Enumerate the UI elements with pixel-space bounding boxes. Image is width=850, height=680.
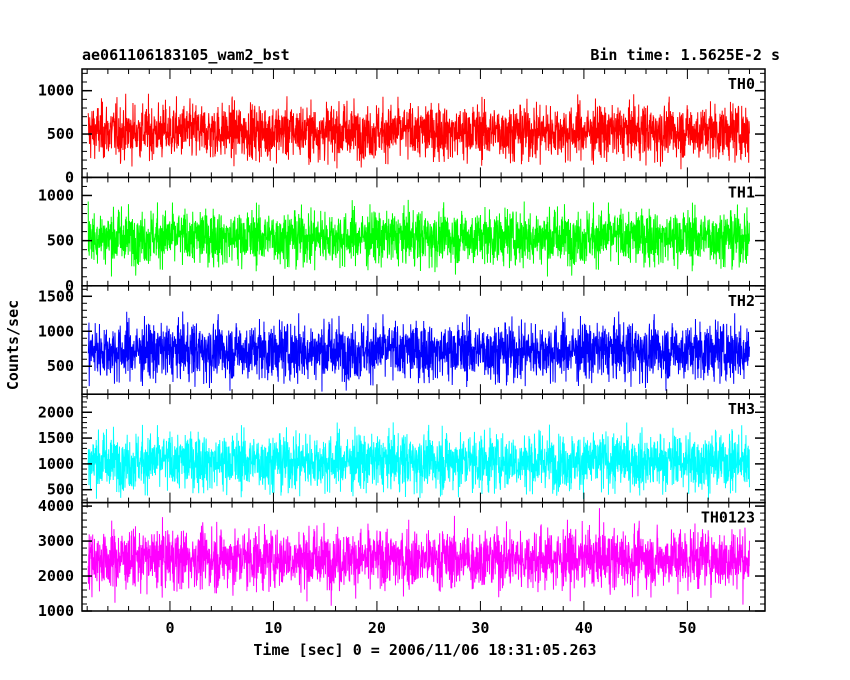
y-tick-label: 500 — [47, 125, 74, 143]
y-tick-label: 1000 — [38, 322, 74, 340]
panel-label: TH3 — [728, 400, 755, 418]
panel-th1: 0 500 1000 TH1 — [38, 176, 766, 295]
panel-th2: 500 1000 1500 TH2 — [38, 285, 766, 395]
x-tick-label: 30 — [471, 619, 489, 637]
panel-label: TH1 — [728, 183, 755, 201]
y-tick-label: 0 — [65, 168, 74, 186]
y-tick-label: 500 — [47, 357, 74, 375]
panel-th0123: 1000 2000 3000 4000 TH0123 — [38, 497, 766, 620]
panel-th3: 500 1000 1500 2000 TH3 — [38, 393, 766, 504]
series-th2 — [87, 311, 750, 392]
y-tick-label: 1500 — [38, 429, 74, 447]
y-tick-label: 1000 — [38, 82, 74, 100]
x-tick-label: 10 — [264, 619, 282, 637]
panel-frame — [81, 501, 766, 612]
panel-label: TH2 — [728, 292, 755, 310]
y-tick-label: 2000 — [38, 567, 74, 585]
y-tick-label: 0 — [65, 277, 74, 295]
y-tick-label: 4000 — [38, 497, 74, 515]
x-tick-label: 50 — [678, 619, 696, 637]
bin-time-label: Bin time: 1.5625E-2 s — [590, 46, 780, 64]
y-tick-label: 1500 — [38, 287, 74, 305]
y-tick-label: 1000 — [38, 455, 74, 473]
panel-label: TH0 — [728, 75, 755, 93]
series-th3 — [87, 422, 750, 500]
x-tick-label: 20 — [368, 619, 386, 637]
y-tick-label: 1000 — [38, 602, 74, 620]
y-tick-label: 1000 — [38, 186, 74, 204]
panel-label: TH0123 — [701, 509, 755, 527]
y-tick-label: 500 — [47, 481, 74, 499]
y-tick-label: 3000 — [38, 532, 74, 550]
x-tick-label: 0 — [165, 619, 174, 637]
y-tick-label: 2000 — [38, 403, 74, 421]
y-tick-label: 500 — [47, 232, 74, 250]
x-tick-label: 40 — [575, 619, 593, 637]
chart-title: ae061106183105_wam2_bst — [82, 46, 290, 64]
y-axis-label: Counts/sec — [4, 300, 22, 390]
series-th0123 — [87, 508, 750, 606]
series-th1 — [87, 199, 750, 277]
series-th0 — [87, 93, 750, 170]
x-axis-label: Time [sec] 0 = 2006/11/06 18:31:05.263 — [253, 641, 596, 659]
panel-th0: 0 500 1000 TH0 — [38, 68, 766, 186]
